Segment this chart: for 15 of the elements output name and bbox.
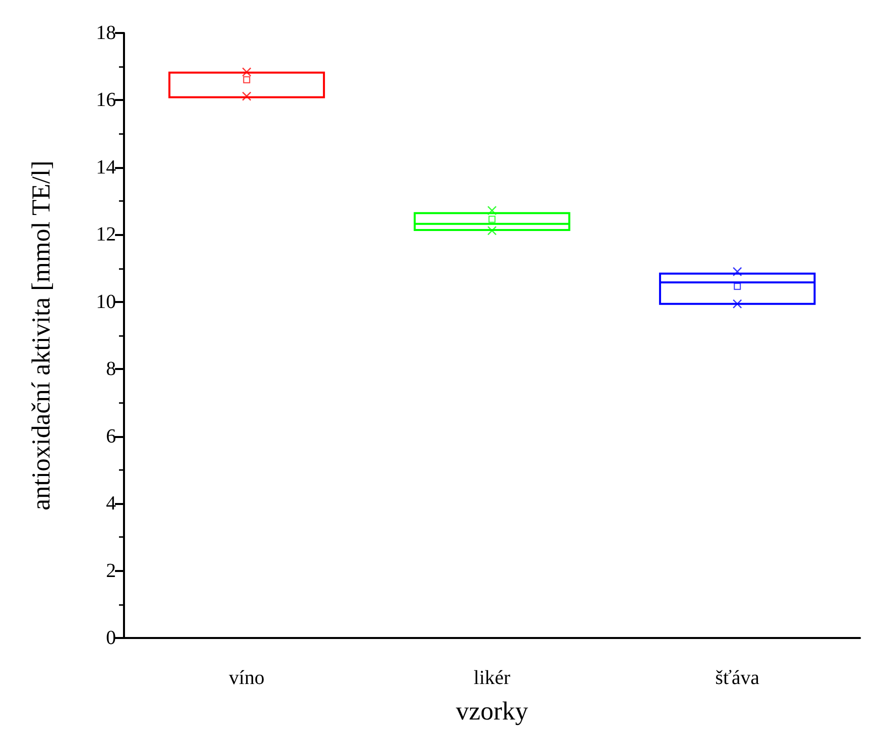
x-axis-title: vzorky (456, 696, 528, 726)
x-tick-label: šťáva (715, 667, 760, 689)
y-tick-label: 18 (96, 22, 116, 44)
y-tick-label: 12 (96, 224, 116, 246)
y-tick-label: 8 (106, 358, 116, 380)
x-tick-label: likér (474, 667, 511, 689)
y-tick-label: 10 (96, 290, 116, 313)
y-tick-label: 16 (96, 89, 116, 112)
y-tick-label: 4 (106, 492, 116, 515)
y-tick-label: 0 (106, 627, 116, 649)
y-tick-label: 2 (106, 560, 116, 582)
y-tick-label: 6 (106, 425, 116, 448)
x-tick-label: víno (228, 667, 264, 689)
y-axis-title: antioxidační aktivita [mmol TE/l] (26, 160, 56, 510)
y-tick-label: 14 (96, 156, 116, 178)
